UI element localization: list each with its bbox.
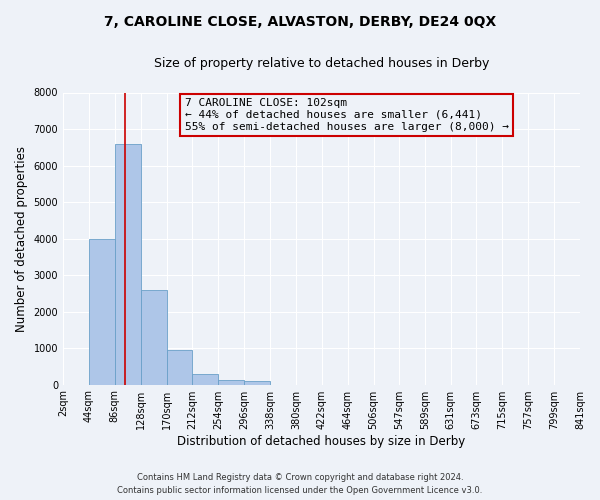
Text: Contains HM Land Registry data © Crown copyright and database right 2024.
Contai: Contains HM Land Registry data © Crown c… [118,473,482,495]
Bar [115,144,140,384]
Bar [89,238,115,384]
Bar [140,290,167,384]
Bar [167,350,193,384]
Bar [193,374,218,384]
X-axis label: Distribution of detached houses by size in Derby: Distribution of detached houses by size … [178,434,466,448]
Title: Size of property relative to detached houses in Derby: Size of property relative to detached ho… [154,58,489,70]
Y-axis label: Number of detached properties: Number of detached properties [15,146,28,332]
Bar [218,380,244,384]
Bar [244,382,270,384]
Text: 7, CAROLINE CLOSE, ALVASTON, DERBY, DE24 0QX: 7, CAROLINE CLOSE, ALVASTON, DERBY, DE24… [104,15,496,29]
Text: 7 CAROLINE CLOSE: 102sqm
← 44% of detached houses are smaller (6,441)
55% of sem: 7 CAROLINE CLOSE: 102sqm ← 44% of detach… [185,98,509,132]
